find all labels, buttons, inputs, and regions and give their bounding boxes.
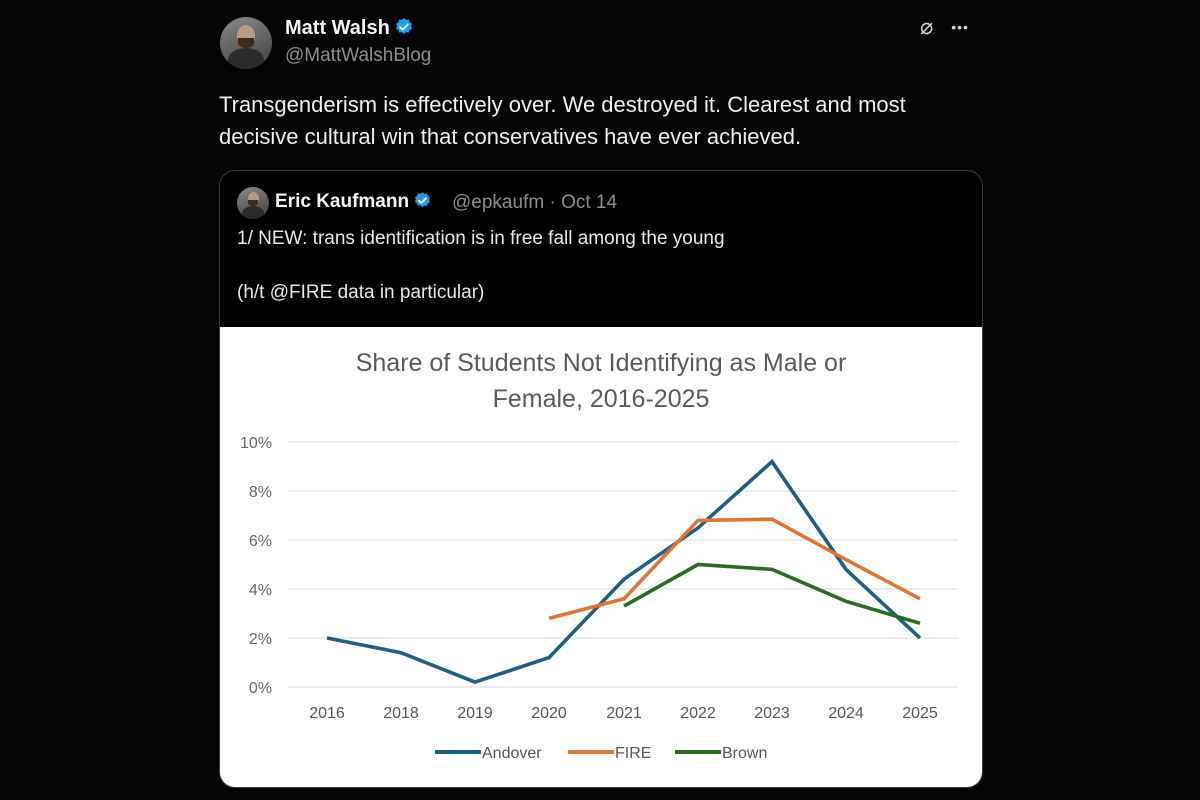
chart-title-line2: Female, 2016-2025	[493, 385, 710, 413]
series-line-andover	[326, 458, 922, 685]
series-line-fire	[548, 517, 921, 621]
quote-author-name-text[interactable]: Eric Kaufmann	[275, 191, 410, 212]
y-tick-label: 8%	[249, 484, 272, 501]
quote-date[interactable]: Oct 14	[561, 192, 618, 213]
tweet-text-line1: Transgenderism is effectively over. We d…	[219, 92, 906, 117]
y-tick-label: 2%	[249, 631, 272, 648]
quoted-tweet-card[interactable]: Eric Kaufmann @epkaufm · Oct 14 1/ NEW: …	[219, 170, 983, 788]
line-chart: Share of Students Not Identifying as Mal…	[240, 349, 958, 762]
quote-author-avatar[interactable]	[237, 187, 269, 219]
quote-author-name[interactable]: Eric Kaufmann	[275, 191, 432, 213]
grok-icon[interactable]: ⌀	[920, 14, 934, 39]
y-tick-label: 4%	[249, 582, 272, 599]
author-name[interactable]: Matt Walsh	[285, 17, 414, 40]
y-tick-label: 0%	[249, 680, 272, 697]
legend-label-fire: FIRE	[615, 745, 651, 762]
chart-image[interactable]: Share of Students Not Identifying as Mal…	[220, 327, 982, 787]
author-handle[interactable]: @MattWalshBlog	[285, 45, 432, 66]
tweet-text: Transgenderism is effectively over. We d…	[219, 89, 979, 153]
tweet-text-line2: decisive cultural win that conservatives…	[219, 124, 802, 149]
x-tick-label: 2016	[309, 705, 345, 722]
quote-text-line2: (h/t @FIRE data in particular)	[237, 282, 485, 303]
x-tick-label: 2023	[754, 705, 790, 722]
x-tick-label: 2018	[383, 705, 419, 722]
x-tick-label: 2025	[902, 705, 938, 722]
author-avatar[interactable]	[220, 17, 272, 69]
quote-author-handle[interactable]: @epkaufm	[452, 192, 545, 213]
legend-label-brown: Brown	[722, 745, 767, 762]
y-tick-label: 6%	[249, 533, 272, 550]
chart-title-line1: Share of Students Not Identifying as Mal…	[356, 349, 847, 377]
quote-text-line1: 1/ NEW: trans identification is in free …	[237, 228, 725, 249]
series-line-brown	[623, 562, 921, 626]
x-tick-label: 2024	[828, 705, 864, 722]
y-tick-label: 10%	[240, 435, 272, 452]
more-icon[interactable]: •••	[951, 19, 969, 35]
x-tick-label: 2019	[457, 705, 493, 722]
x-tick-label: 2022	[680, 705, 716, 722]
x-tick-label: 2020	[531, 705, 567, 722]
legend-label-andover: Andover	[482, 745, 542, 762]
quote-separator: ·	[549, 192, 556, 213]
verified-badge-icon	[395, 18, 412, 34]
quote-verified-badge-icon	[415, 192, 431, 208]
author-name-text[interactable]: Matt Walsh	[285, 17, 390, 39]
quote-meta: @epkaufm · Oct 14	[452, 192, 617, 214]
x-tick-label: 2021	[606, 705, 642, 722]
